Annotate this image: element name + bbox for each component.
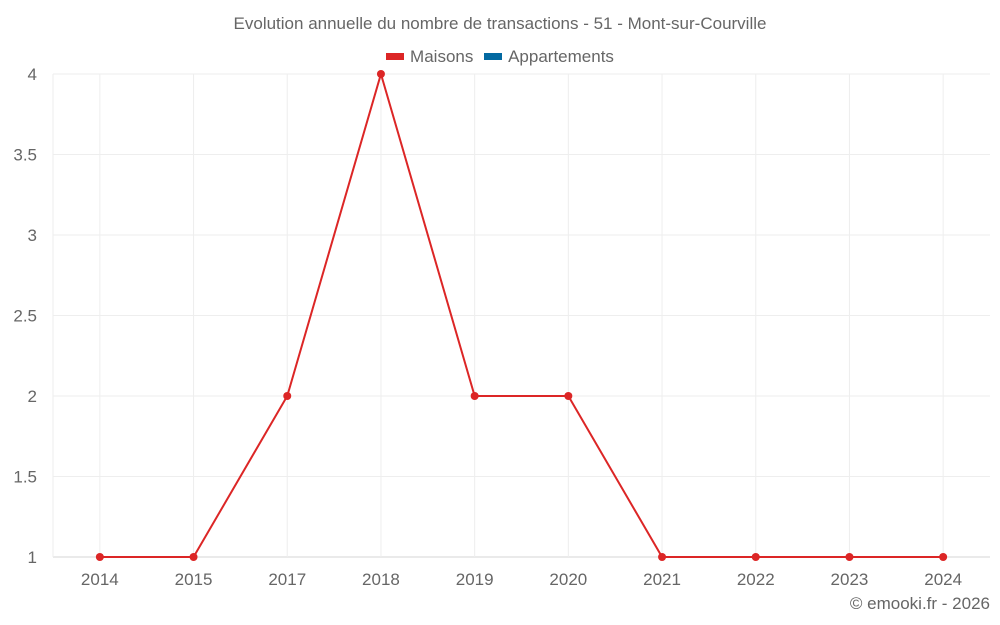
legend-label: Maisons bbox=[410, 46, 474, 66]
data-point bbox=[470, 392, 479, 400]
legend: Maisons Appartements bbox=[0, 45, 1000, 67]
data-point bbox=[95, 553, 104, 561]
data-point bbox=[658, 553, 667, 561]
data-point bbox=[189, 553, 198, 561]
x-tick-label: 2014 bbox=[81, 570, 119, 589]
data-point bbox=[751, 553, 760, 561]
legend-label: Appartements bbox=[508, 46, 614, 66]
legend-swatch-maisons bbox=[386, 53, 405, 60]
y-tick-label: 3.5 bbox=[13, 146, 37, 165]
chart-title: Evolution annuelle du nombre de transact… bbox=[233, 14, 767, 33]
x-tick-label: 2015 bbox=[175, 570, 213, 589]
x-tick-label: 2019 bbox=[456, 570, 494, 589]
data-point bbox=[283, 392, 292, 400]
data-point bbox=[939, 553, 948, 561]
data-point bbox=[376, 70, 385, 78]
y-tick-label: 3 bbox=[28, 226, 37, 245]
x-tick-label: 2024 bbox=[924, 570, 962, 589]
y-tick-label: 1.5 bbox=[13, 468, 37, 487]
x-tick-label: 2017 bbox=[268, 570, 306, 589]
y-tick-label: 2.5 bbox=[13, 307, 37, 326]
legend-swatch-appartements bbox=[484, 53, 503, 60]
x-tick-label: 2021 bbox=[643, 570, 681, 589]
series-line-maisons bbox=[99, 70, 944, 558]
legend-item-appartements[interactable]: Appartements bbox=[484, 47, 614, 67]
x-tick-label: 2023 bbox=[831, 570, 869, 589]
y-tick-label: 2 bbox=[28, 387, 37, 406]
y-tick-label: 4 bbox=[28, 65, 37, 84]
data-point bbox=[845, 553, 854, 561]
x-tick-label: 2020 bbox=[549, 570, 587, 589]
y-tick-label: 1 bbox=[28, 548, 37, 567]
x-tick-label: 2022 bbox=[737, 570, 775, 589]
data-point bbox=[564, 392, 573, 400]
credit: © emooki.fr - 2026 bbox=[849, 594, 990, 613]
legend-item-maisons[interactable]: Maisons bbox=[386, 47, 473, 67]
x-tick-label: 2018 bbox=[362, 570, 400, 589]
